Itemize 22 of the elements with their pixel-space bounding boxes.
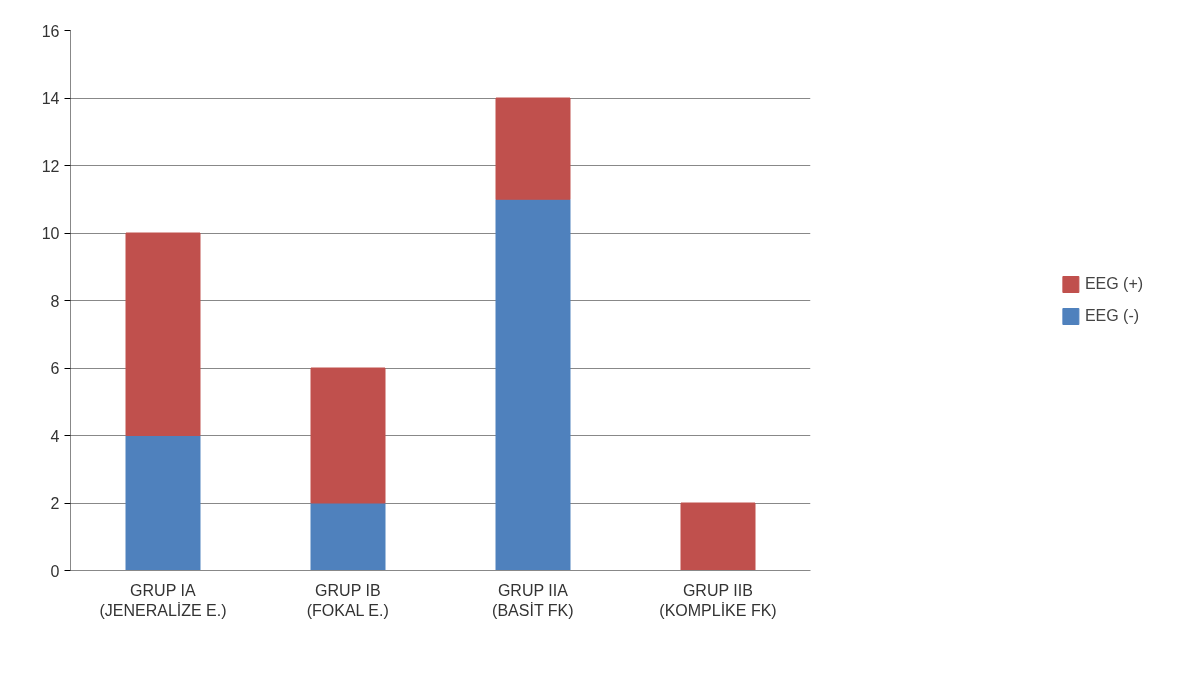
y-tick-label: 6	[50, 360, 60, 377]
y-tick-label: 12	[41, 157, 60, 175]
bar	[680, 502, 756, 571]
bar	[495, 97, 571, 200]
y-tick-label: 4	[50, 427, 60, 445]
y-tick-label: 16	[41, 22, 60, 40]
legend-label: EEG (+)	[1084, 275, 1144, 293]
bar	[310, 502, 386, 571]
bar	[310, 367, 386, 504]
y-tick-label: 14	[41, 90, 60, 107]
y-tick-label: 0	[50, 562, 60, 580]
legend-label: EEG (-)	[1084, 307, 1140, 325]
x-tick-label: GRUP IIB (KOMPLİKE FK)	[659, 581, 777, 619]
x-tick-label: GRUP IA (JENERALİZE E.)	[99, 581, 227, 619]
bar	[125, 232, 201, 436]
bar	[125, 435, 201, 571]
bar	[495, 198, 571, 571]
y-tick-label: 8	[50, 292, 60, 310]
y-tick-label: 10	[41, 225, 60, 242]
y-tick-label: 2	[50, 495, 60, 512]
x-tick-label: GRUP IB (FOKAL E.)	[306, 581, 389, 619]
x-tick-label: GRUP IIA (BASİT FK)	[492, 581, 574, 619]
